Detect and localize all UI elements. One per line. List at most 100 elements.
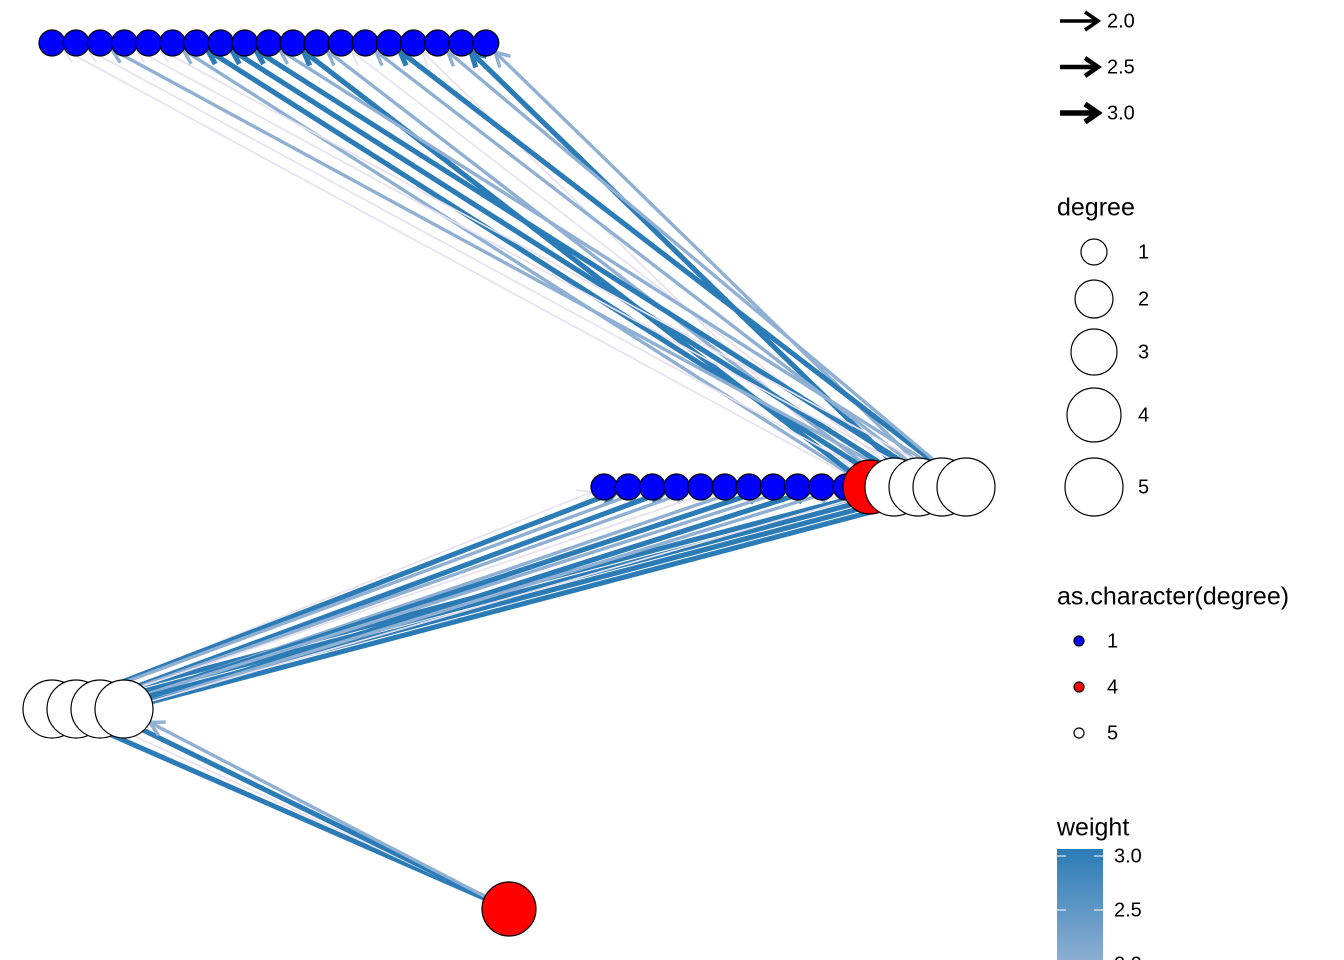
color-key xyxy=(1073,727,1085,739)
edge-line xyxy=(74,489,691,711)
node xyxy=(231,29,259,57)
edge xyxy=(85,48,895,488)
edge xyxy=(180,48,872,489)
edge xyxy=(146,720,511,911)
legend: 2.02.53.0degree12345as.character(degree)… xyxy=(1056,10,1289,960)
edge-line xyxy=(278,48,968,489)
node xyxy=(808,473,836,501)
edge-line xyxy=(134,48,943,488)
node xyxy=(481,881,537,937)
size-key xyxy=(1080,238,1108,266)
edge-line xyxy=(445,49,968,489)
nodes xyxy=(22,29,996,937)
node xyxy=(62,29,90,57)
node xyxy=(279,29,307,57)
width-key-arrow xyxy=(1083,56,1102,78)
node xyxy=(472,29,500,57)
width-key-arrow xyxy=(1083,101,1103,125)
edge-line xyxy=(373,49,944,489)
width-key xyxy=(1060,101,1103,125)
edge-line xyxy=(122,489,836,711)
edge-line xyxy=(50,489,642,711)
size-key-label: 5 xyxy=(1138,476,1149,498)
node xyxy=(936,457,996,517)
node xyxy=(303,29,331,57)
legend-title: as.character(degree) xyxy=(1057,583,1289,611)
size-key-label: 1 xyxy=(1138,241,1149,263)
edge xyxy=(73,716,512,912)
node xyxy=(687,473,715,501)
size-key xyxy=(1066,387,1122,443)
edge-line xyxy=(468,49,921,490)
edge xyxy=(158,48,967,488)
edge xyxy=(299,47,873,490)
edge-line xyxy=(75,490,714,710)
width-key xyxy=(1060,56,1102,78)
colorbar-tick-label: 2.0 xyxy=(1114,953,1142,960)
width-key-arrow xyxy=(1083,10,1102,32)
edge-line xyxy=(62,48,871,488)
node xyxy=(735,473,763,501)
legend-title: degree xyxy=(1057,194,1135,222)
color-key-label: 1 xyxy=(1107,630,1118,652)
edge xyxy=(122,485,837,711)
edge xyxy=(276,48,968,489)
colorbar xyxy=(1057,849,1103,960)
width-key-label: 2.0 xyxy=(1107,10,1135,32)
edge xyxy=(492,49,944,489)
edge-line xyxy=(86,48,895,488)
node xyxy=(711,473,739,501)
size-key-label: 3 xyxy=(1138,341,1149,363)
node xyxy=(134,29,162,57)
node xyxy=(399,29,428,57)
edge-line xyxy=(121,491,941,712)
node xyxy=(351,29,379,57)
node xyxy=(614,473,642,501)
edge xyxy=(108,47,920,489)
edge-line xyxy=(325,49,896,489)
color-key-label: 4 xyxy=(1107,676,1118,698)
edge-line xyxy=(350,50,919,488)
size-key xyxy=(1074,279,1114,319)
node xyxy=(638,473,667,501)
node xyxy=(94,679,154,739)
edge-line xyxy=(205,47,897,490)
edge-line xyxy=(123,494,867,710)
legend-title: weight xyxy=(1056,814,1129,842)
edge-line xyxy=(123,719,512,912)
node xyxy=(448,29,476,57)
edges xyxy=(49,47,969,912)
node xyxy=(158,29,187,57)
colorbar-tick-label: 3.0 xyxy=(1114,845,1142,867)
node xyxy=(662,473,691,501)
edge xyxy=(324,48,896,489)
edge-line xyxy=(148,720,511,911)
edge-line xyxy=(397,48,969,490)
color-key xyxy=(1073,635,1085,647)
width-key-label: 2.5 xyxy=(1107,56,1135,78)
edge-line xyxy=(493,50,944,489)
edge-line xyxy=(181,48,872,489)
edge-line xyxy=(253,47,945,490)
node xyxy=(375,29,403,57)
edge-line xyxy=(98,489,787,711)
node xyxy=(38,29,66,57)
edge xyxy=(372,48,944,489)
edge xyxy=(467,48,921,490)
width-key xyxy=(1060,10,1102,32)
edge xyxy=(98,486,789,711)
edge xyxy=(75,487,715,710)
edge-line xyxy=(229,47,921,490)
node xyxy=(207,29,235,57)
node xyxy=(759,473,788,501)
size-key xyxy=(1070,328,1118,376)
node xyxy=(183,29,211,57)
node xyxy=(783,473,812,501)
color-key-label: 5 xyxy=(1107,722,1118,744)
edge xyxy=(61,48,871,488)
edge xyxy=(251,47,945,490)
width-key-label: 3.0 xyxy=(1107,102,1135,124)
size-key-label: 2 xyxy=(1138,288,1149,310)
